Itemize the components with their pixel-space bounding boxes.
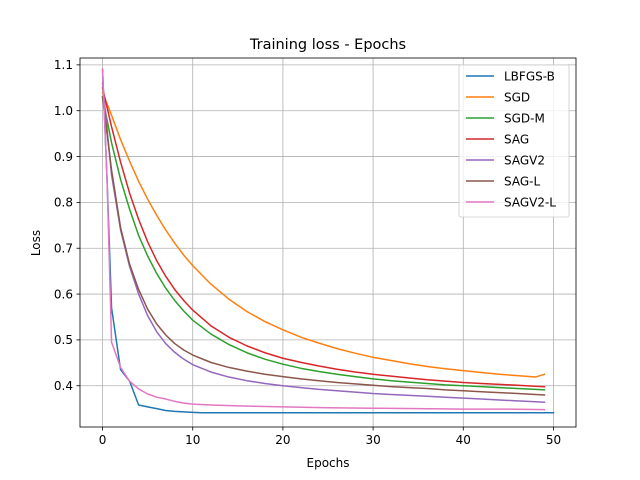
legend-label-lbfgs-b: LBFGS-B — [504, 69, 555, 83]
y-tick-label: 0.8 — [54, 196, 73, 210]
x-tick-label: 0 — [99, 433, 107, 447]
y-tick-label: 0.7 — [54, 241, 73, 255]
legend-label-sag: SAG — [504, 132, 529, 146]
x-tick-label: 40 — [456, 433, 471, 447]
series-line-lbfgs-b — [101, 68, 555, 414]
y-tick-label: 0.5 — [54, 333, 73, 347]
x-tick-label: 50 — [546, 433, 561, 447]
series-lines — [101, 68, 555, 414]
series-line-sagv2-l — [101, 68, 546, 411]
y-tick-label: 0.6 — [54, 287, 73, 301]
y-tick-label: 1.0 — [54, 104, 73, 118]
series-line-sgd — [101, 91, 546, 378]
series-line-sag — [101, 86, 546, 388]
legend-label-sgd: SGD — [504, 90, 530, 104]
legend-label-sgd-m: SGD-M — [504, 111, 545, 125]
series-line-sagv2 — [101, 82, 546, 404]
plot-frame — [79, 57, 577, 428]
series-line-sgd-m — [101, 96, 546, 391]
legend-label-sagv2-l: SAGV2-L — [504, 195, 556, 209]
axis-ticks: 0 10 20 30 40 50 0.4 0.5 0.6 0.7 0.8 0.9 1.0 1.1 — [54, 58, 561, 447]
y-tick-label: 0.9 — [54, 150, 73, 164]
legend: LBFGS-B SGD SGD-M SAG SAGV2 SAG-L SAGV2-L — [458, 64, 570, 218]
x-tick-label: 30 — [365, 433, 380, 447]
y-tick-label: 1.1 — [54, 58, 73, 72]
series-line-sag-l — [101, 96, 546, 396]
y-axis-label: Loss — [29, 230, 43, 256]
legend-label-sagv2: SAGV2 — [504, 153, 545, 167]
legend-box — [458, 64, 570, 218]
x-tick-label: 20 — [275, 433, 290, 447]
x-axis-label: Epochs — [307, 456, 350, 470]
x-tick-label: 10 — [185, 433, 200, 447]
y-tick-label: 0.4 — [54, 379, 73, 393]
chart-title: Training loss - Epochs — [249, 37, 406, 53]
legend-label-sag-l: SAG-L — [504, 174, 540, 188]
